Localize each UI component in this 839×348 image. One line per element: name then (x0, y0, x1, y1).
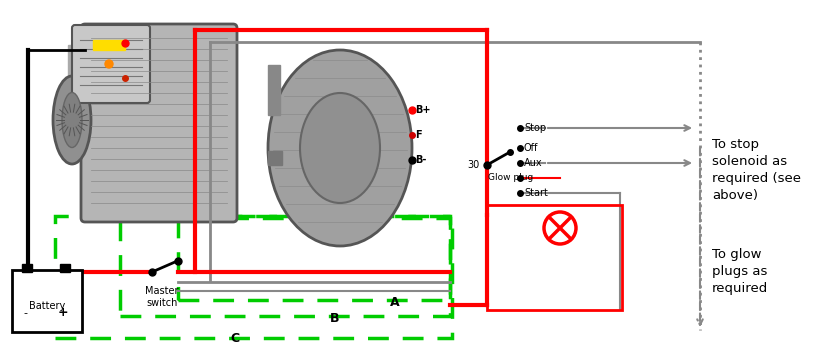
Text: Master
switch: Master switch (145, 286, 179, 308)
Text: B: B (330, 312, 340, 325)
Bar (12, 270, 82, 332)
Bar (60, 264, 70, 272)
Ellipse shape (53, 76, 91, 164)
Text: Glow plug: Glow plug (488, 174, 534, 182)
Bar (68, 45, 90, 95)
Bar (268, 151, 282, 165)
Text: Off: Off (524, 143, 539, 153)
Circle shape (105, 60, 113, 68)
Text: To glow
plugs as
required: To glow plugs as required (712, 248, 769, 295)
Text: C: C (230, 332, 239, 345)
Text: +: + (58, 306, 68, 319)
Bar (178, 218, 450, 300)
Text: B-: B- (415, 155, 426, 165)
Bar (22, 264, 32, 272)
Ellipse shape (268, 50, 412, 246)
Ellipse shape (62, 93, 82, 148)
Text: A: A (390, 296, 399, 309)
Bar (268, 65, 280, 115)
Text: F: F (415, 130, 422, 140)
Bar (487, 205, 622, 310)
Text: Aux: Aux (524, 158, 543, 168)
Text: -: - (23, 308, 27, 318)
Text: Battery: Battery (29, 301, 65, 311)
FancyBboxPatch shape (72, 25, 150, 103)
Text: Start: Start (524, 188, 548, 198)
Text: To stop
solenoid as
required (see
above): To stop solenoid as required (see above) (712, 138, 801, 202)
Text: 30: 30 (468, 160, 480, 170)
Ellipse shape (300, 93, 380, 203)
Text: Stop: Stop (524, 123, 546, 133)
Text: B+: B+ (415, 105, 430, 115)
Bar (55, 216, 452, 338)
FancyBboxPatch shape (81, 24, 237, 222)
Bar (93, 40, 125, 50)
Bar (120, 216, 450, 316)
Circle shape (544, 212, 576, 244)
